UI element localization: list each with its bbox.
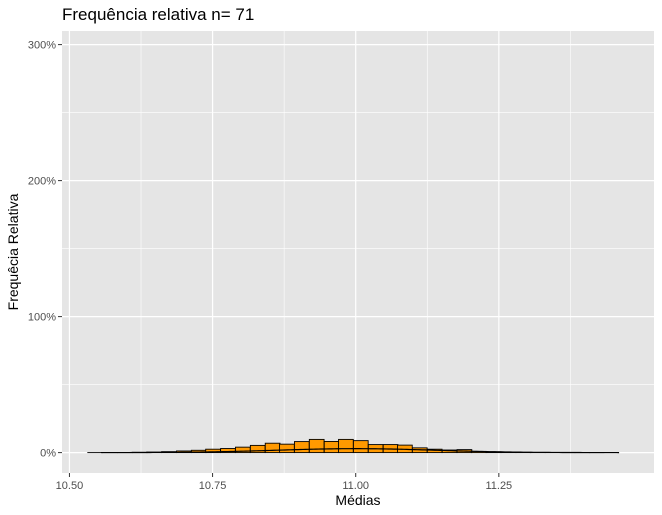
x-tick-label: 11.00 xyxy=(342,480,369,492)
y-tick-label: 100% xyxy=(28,312,56,324)
x-tick-label: 10.50 xyxy=(56,480,84,492)
x-axis: 10.50 10.75 11.00 11.25 xyxy=(56,473,512,492)
histogram-bar xyxy=(279,443,295,454)
histogram-bar xyxy=(308,438,325,454)
histogram-bar xyxy=(264,442,281,454)
plot-panel xyxy=(62,31,654,473)
x-tick-label: 10.75 xyxy=(199,480,227,492)
y-axis: 0% 100% 200% 300% xyxy=(28,40,62,460)
chart-title: Frequência relativa n= 71 xyxy=(62,5,254,24)
y-tick-label: 200% xyxy=(28,176,56,188)
x-tick-label: 11.25 xyxy=(485,480,512,492)
histogram-bar xyxy=(323,440,340,454)
histogram-bar xyxy=(338,438,354,454)
y-tick-label: 300% xyxy=(28,40,56,52)
y-axis-title: Frequêcia Relativa xyxy=(5,193,21,310)
grid-minor xyxy=(62,31,654,473)
y-tick-label: 0% xyxy=(40,448,56,460)
histogram-bar xyxy=(352,440,369,454)
histogram-bar xyxy=(293,441,310,454)
x-axis-title: Médias xyxy=(335,492,380,508)
normal-density-curve xyxy=(100,448,620,454)
